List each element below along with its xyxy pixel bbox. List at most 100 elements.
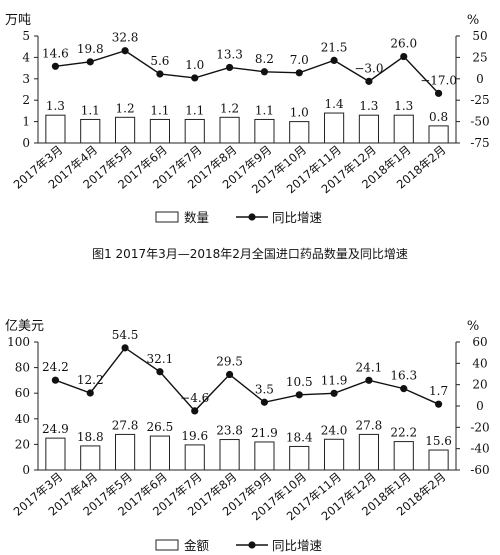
bar-value-label: 15.6 [425, 434, 452, 448]
chart-2: 亿美元 % 0 20 40 60 80 100 -60 -40 -20 0 20 40 60 24.9 18.8… [5, 319, 490, 553]
growth-value-label: 29.5 [216, 355, 243, 369]
growth-point [400, 52, 408, 61]
growth-value-label: −17.0 [420, 73, 457, 87]
bar-value-label: 1.1 [185, 103, 204, 117]
left-tick-label: 20 [15, 437, 30, 451]
left-tick-label: 4 [22, 50, 30, 64]
bar-value-label: 1.3 [359, 99, 378, 113]
growth-point [260, 398, 269, 406]
growth-value-label: 3.5 [255, 382, 274, 396]
right-tick-label: 50 [472, 29, 487, 43]
growth-value-label: 19.8 [77, 42, 104, 56]
bar [428, 449, 449, 471]
growth-value-label: 21.5 [321, 40, 348, 54]
growth-point [51, 62, 60, 70]
right-tick-label: -25 [470, 93, 489, 107]
bar [184, 118, 205, 144]
growth-point [86, 389, 94, 397]
growth-point [365, 77, 373, 85]
right-tick-label: 0 [476, 399, 484, 413]
legend-bar-label: 数量 [184, 210, 209, 225]
legend-bar-swatch [155, 211, 179, 223]
growth-point [225, 63, 234, 72]
growth-value-label: −4.6 [180, 391, 209, 405]
bar [358, 433, 379, 471]
left-axis-unit: 万吨 [5, 13, 31, 28]
bar-value-label: 1.3 [394, 99, 413, 113]
growth-value-label: 54.5 [112, 328, 139, 342]
growth-value-label: 24.2 [42, 360, 69, 374]
bar-value-label: 18.8 [77, 430, 104, 444]
growth-point [156, 70, 164, 78]
growth-value-label: 12.2 [77, 373, 104, 387]
right-tick-label: -40 [470, 442, 489, 456]
growth-value-label: 1.0 [185, 58, 204, 72]
growth-point [121, 344, 129, 352]
growth-value-label: 8.2 [255, 52, 274, 66]
bar [80, 118, 101, 144]
right-tick-label: 25 [472, 50, 487, 64]
left-tick-label: 0 [22, 136, 30, 150]
bar [184, 444, 205, 471]
bar [115, 433, 136, 471]
right-tick-label: -50 [470, 115, 489, 129]
growth-value-label: 32.1 [147, 352, 174, 366]
bar-value-label: 26.5 [147, 420, 174, 434]
bar [45, 114, 66, 144]
left-tick-label: 5 [22, 29, 30, 43]
legend-bar-label: 金额 [184, 538, 210, 553]
bar [219, 439, 240, 471]
bar [149, 435, 170, 471]
bar [254, 118, 275, 144]
growth-point [330, 389, 338, 397]
growth-point [86, 58, 94, 66]
left-axis-unit: 亿美元 [5, 319, 44, 334]
bar-value-label: 19.6 [181, 429, 208, 443]
growth-point [434, 400, 443, 408]
bar [428, 125, 449, 144]
growth-value-label: 1.7 [429, 384, 448, 398]
growth-value-label: 32.8 [112, 31, 139, 45]
bar [358, 114, 379, 144]
bar-value-label: 27.8 [356, 418, 383, 432]
legend-line-label: 同比增速 [272, 538, 323, 553]
bar [254, 441, 275, 471]
right-tick-label: 40 [472, 356, 487, 370]
bar-value-label: 24.0 [321, 423, 348, 437]
right-tick-label: 0 [476, 72, 484, 86]
growth-line [55, 346, 439, 412]
legend: 金额 同比增速 [155, 538, 323, 553]
bar-value-label: 27.8 [112, 418, 139, 432]
growth-value-label: 13.3 [216, 47, 243, 61]
growth-value-label: 16.3 [390, 369, 417, 383]
growth-value-label: 10.5 [286, 375, 313, 389]
growth-point [295, 391, 303, 399]
bar-value-label: 1.2 [116, 101, 135, 115]
right-tick-label: 60 [472, 335, 487, 349]
left-tick-label: 80 [15, 361, 30, 375]
bar [115, 116, 136, 144]
left-tick-label: 3 [22, 72, 30, 86]
figure-caption: 图1 2017年3月—2018年2月全国进口药品数量及同比增速 [92, 246, 408, 261]
growth-value-label: −3.0 [354, 61, 383, 75]
left-tick-label: 2 [22, 93, 30, 107]
bar [45, 437, 66, 471]
bar-value-label: 23.8 [216, 424, 243, 438]
bar-value-label: 0.8 [429, 110, 448, 124]
left-tick-label: 40 [15, 412, 30, 426]
growth-point [225, 370, 234, 379]
growth-point [191, 407, 199, 415]
growth-point [434, 89, 443, 97]
bar-value-label: 18.4 [286, 430, 313, 444]
bar [149, 118, 170, 144]
growth-line [55, 49, 440, 94]
legend: 数量 同比增速 [155, 210, 323, 225]
right-tick-label: -20 [470, 420, 489, 434]
bar-value-label: 24.9 [42, 422, 69, 436]
growth-point [51, 376, 60, 384]
legend-bar-swatch [155, 539, 179, 551]
right-axis-unit: % [467, 13, 479, 28]
bar-value-label: 1.1 [150, 103, 169, 117]
growth-value-label: 24.1 [356, 360, 383, 374]
